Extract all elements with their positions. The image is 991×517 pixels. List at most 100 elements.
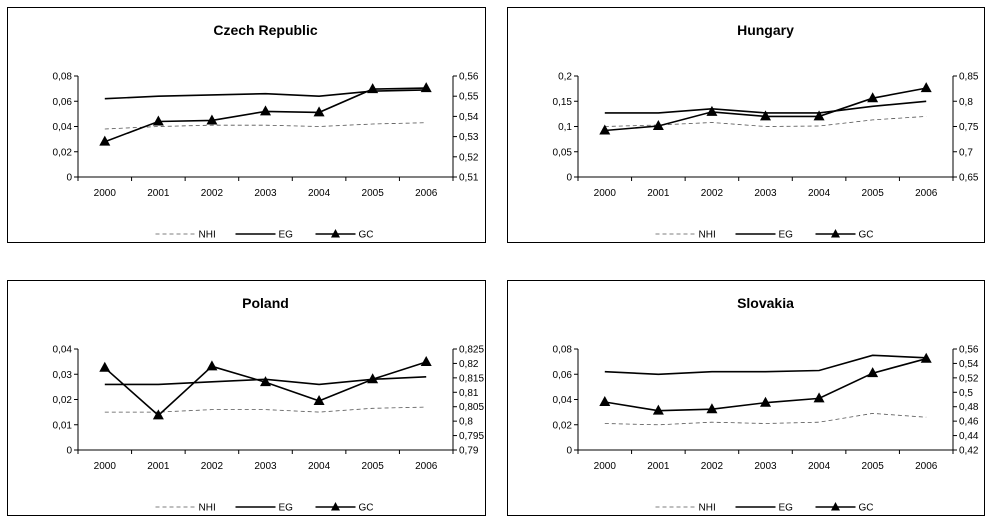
legend-label-gc: GC [359, 230, 374, 241]
chart-title: Poland [242, 295, 289, 311]
x-tick-label: 2001 [147, 461, 170, 472]
series-line-nhi [604, 116, 927, 127]
data-point-gc [260, 105, 271, 116]
x-tick-label: 2004 [808, 188, 831, 199]
y-left-tick-label: 0,02 [53, 395, 73, 406]
y-right-tick-label: 0,51 [459, 173, 479, 184]
y-right-tick-label: 0,5 [959, 388, 973, 399]
y-right-tick-label: 0,48 [959, 402, 979, 413]
data-point-gc [99, 361, 111, 372]
y-right-tick-label: 0,52 [459, 152, 479, 163]
chart-title: Hungary [737, 22, 794, 38]
y-left-tick-label: 0,04 [53, 345, 73, 356]
legend-label-eg: EG [779, 503, 794, 514]
data-point-gc [206, 360, 218, 371]
x-tick-label: 2001 [147, 188, 170, 199]
data-point-gc [206, 114, 218, 125]
legend-label-gc: GC [359, 503, 374, 514]
data-point-gc [420, 355, 432, 366]
y-right-tick-label: 0,53 [459, 132, 479, 143]
series-line-gc [604, 87, 927, 132]
y-right-tick-label: 0,55 [459, 92, 479, 103]
data-point-gc [152, 409, 164, 420]
x-tick-label: 2005 [862, 188, 885, 199]
y-right-tick-label: 0,56 [459, 72, 479, 83]
x-tick-label: 2000 [594, 188, 617, 199]
x-tick-label: 2002 [701, 188, 724, 199]
chart-legend: NHI EG GC [155, 229, 374, 241]
chart-legend: NHI EG GC [655, 229, 874, 241]
x-tick-label: 2005 [362, 188, 385, 199]
x-tick-label: 2002 [201, 461, 224, 472]
legend-label-eg: EG [779, 230, 794, 241]
data-point-gc [367, 373, 379, 384]
data-point-gc [652, 119, 664, 130]
y-left-tick-label: 0,08 [53, 72, 73, 83]
data-point-gc [760, 110, 771, 121]
y-left-tick-label: 0 [66, 173, 72, 184]
y-left-tick-label: 0 [566, 173, 572, 184]
y-right-tick-label: 0,805 [459, 402, 484, 413]
legend-label-nhi: NHI [699, 503, 716, 514]
x-tick-label: 2003 [754, 188, 777, 199]
x-tick-label: 2004 [308, 188, 331, 199]
series-line-nhi [604, 412, 927, 426]
chart-panel-slovakia: Slovakia 0 0,02 0,04 0,06 0,08 0,42 0,44 0,46 0,4… [507, 280, 985, 516]
y-left-tick-label: 0,2 [558, 72, 572, 83]
y-left-tick-label: 0,04 [53, 122, 73, 133]
chart-svg: Poland 0 0,01 0,02 0,03 0,04 0,79 0,795 0,8 0,805… [53, 295, 485, 514]
chart-svg: Hungary 0 0,05 0,1 0,15 0,2 0,65 0,7 0,75 0,8 0,85… [553, 22, 979, 241]
x-tick-label: 2000 [94, 188, 117, 199]
data-point-gc [813, 110, 825, 121]
x-tick-label: 2006 [415, 188, 438, 199]
y-right-tick-label: 0,82 [459, 359, 479, 370]
y-right-tick-label: 0,52 [959, 373, 979, 384]
y-left-tick-label: 0,15 [553, 97, 573, 108]
y-right-tick-label: 0,79 [459, 446, 479, 457]
data-point-gc [260, 376, 271, 387]
data-point-gc [760, 396, 771, 407]
x-tick-label: 2002 [701, 461, 724, 472]
chart-panel-hungary: Hungary 0 0,05 0,1 0,15 0,2 0,65 0,7 0,75 0,8 0,85… [507, 7, 985, 243]
y-left-tick-label: 0,1 [558, 122, 572, 133]
x-tick-label: 2005 [362, 461, 385, 472]
y-right-tick-label: 0,81 [459, 388, 479, 399]
x-tick-label: 2004 [308, 461, 331, 472]
series-line-gc [104, 361, 427, 417]
x-tick-label: 2003 [254, 461, 277, 472]
chart-legend: NHI EG GC [655, 502, 874, 514]
x-tick-label: 2006 [915, 461, 938, 472]
y-right-tick-label: 0,85 [959, 72, 979, 83]
series-line-nhi [104, 406, 427, 413]
y-right-tick-label: 0,75 [959, 122, 979, 133]
legend-label-eg: EG [279, 230, 294, 241]
legend-marker-gc [331, 502, 340, 511]
series-line-nhi [104, 122, 427, 130]
y-left-tick-label: 0,03 [53, 370, 73, 381]
x-tick-label: 2000 [594, 461, 617, 472]
y-right-tick-label: 0,44 [959, 431, 979, 442]
y-left-tick-label: 0 [566, 446, 572, 457]
data-point-gc [920, 82, 932, 93]
data-point-gc [867, 92, 879, 103]
y-right-tick-label: 0,56 [959, 345, 979, 356]
x-tick-label: 2006 [915, 188, 938, 199]
x-tick-label: 2004 [808, 461, 831, 472]
legend-label-nhi: NHI [699, 230, 716, 241]
x-tick-label: 2005 [862, 461, 885, 472]
y-right-tick-label: 0,54 [459, 112, 479, 123]
data-point-gc [920, 352, 932, 363]
x-tick-label: 2003 [254, 188, 277, 199]
data-point-gc [313, 106, 325, 117]
data-point-gc [313, 394, 325, 405]
x-tick-label: 2002 [201, 188, 224, 199]
y-left-tick-label: 0,02 [553, 420, 573, 431]
legend-label-gc: GC [859, 230, 874, 241]
chart-panel-czech-republic: Czech Republic 0 0,02 0,04 0,06 0,08 0,51 0,52 0… [7, 7, 486, 243]
y-right-tick-label: 0,65 [959, 173, 979, 184]
data-point-gc [706, 403, 718, 414]
y-right-tick-label: 0,825 [459, 345, 484, 356]
y-right-tick-label: 0,8 [459, 417, 473, 428]
x-tick-label: 2001 [647, 461, 670, 472]
y-left-tick-label: 0,01 [53, 420, 73, 431]
